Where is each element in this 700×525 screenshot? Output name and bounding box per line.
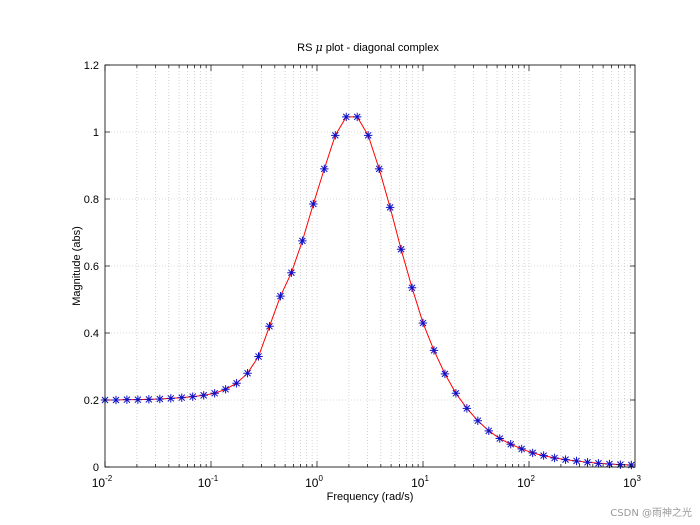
y-tick-labels: 0 0.2 0.4 0.6 0.8 1 1.2	[84, 60, 99, 474]
star-marker	[539, 451, 548, 460]
ticks	[104, 64, 635, 468]
star-marker	[155, 394, 165, 404]
star-marker	[133, 395, 143, 404]
x-tick-label: 100	[305, 474, 323, 490]
star-marker	[232, 379, 241, 388]
x-tick-labels: 10-2 10-1 100 101 102 103	[92, 474, 642, 490]
x-axis-label: Frequency (rad/s)	[327, 491, 414, 503]
star-marker	[506, 440, 515, 449]
grid	[104, 64, 635, 468]
y-tick-label: 0.6	[84, 261, 99, 273]
star-marker	[199, 391, 208, 400]
star-marker	[374, 164, 384, 174]
star-marker	[517, 444, 526, 454]
star-marker	[583, 458, 592, 467]
star-marker	[385, 203, 395, 212]
star-marker	[309, 199, 318, 209]
chart-title: RS μ plot - diagonal complex	[297, 41, 439, 54]
star-marker	[254, 352, 263, 361]
star-marker	[122, 395, 132, 404]
star-marker	[265, 322, 274, 331]
star-marker	[616, 460, 625, 469]
x-tick-label: 10-2	[92, 474, 113, 490]
star-marker	[320, 164, 329, 174]
chart-title-suffix: plot - diagonal complex	[323, 42, 440, 54]
star-marker	[243, 369, 252, 378]
star-marker	[396, 245, 406, 254]
y-tick-label: 0	[93, 462, 99, 474]
csdn-watermark: CSDN @雨神之光	[610, 508, 692, 519]
y-tick-label: 0.4	[84, 328, 99, 340]
star-marker	[188, 392, 197, 401]
star-marker	[484, 426, 493, 436]
mu-symbol: μ	[316, 41, 323, 54]
star-marker	[111, 395, 121, 405]
star-marker	[418, 318, 428, 328]
x-tick-label: 10-1	[198, 474, 219, 490]
y-tick-label: 0.2	[84, 395, 99, 407]
star-marker	[331, 131, 340, 140]
star-marker	[287, 268, 296, 277]
y-tick-label: 1.2	[84, 60, 99, 72]
star-marker	[166, 394, 175, 403]
star-marker	[177, 393, 186, 402]
star-marker	[550, 453, 559, 463]
x-tick-label: 102	[517, 474, 535, 490]
y-tick-label: 0.8	[84, 194, 99, 206]
star-marker	[221, 385, 230, 394]
star-marker	[627, 460, 636, 470]
star-marker	[594, 459, 603, 468]
star-marker	[495, 434, 504, 443]
star-marker	[363, 131, 373, 140]
star-marker	[462, 404, 472, 413]
star-marker	[429, 346, 439, 355]
star-marker	[451, 389, 461, 398]
chart-title-prefix: RS	[297, 42, 315, 54]
star-marker	[144, 395, 154, 404]
x-tick-label: 101	[411, 474, 429, 490]
star-marker	[276, 291, 285, 301]
x-tick-label: 103	[623, 474, 641, 490]
star-marker	[342, 112, 351, 122]
star-marker	[407, 283, 417, 292]
star-marker	[572, 456, 581, 466]
star-marker	[298, 236, 307, 246]
star-marker	[353, 112, 362, 122]
star-marker	[605, 459, 614, 469]
star-marker	[528, 448, 537, 458]
star-marker	[473, 416, 483, 425]
star-marker	[210, 389, 219, 398]
star-marker	[561, 455, 570, 464]
star-marker	[440, 369, 450, 379]
y-axis-label: Magnitude (abs)	[71, 226, 83, 306]
y-tick-label: 1	[93, 127, 99, 139]
